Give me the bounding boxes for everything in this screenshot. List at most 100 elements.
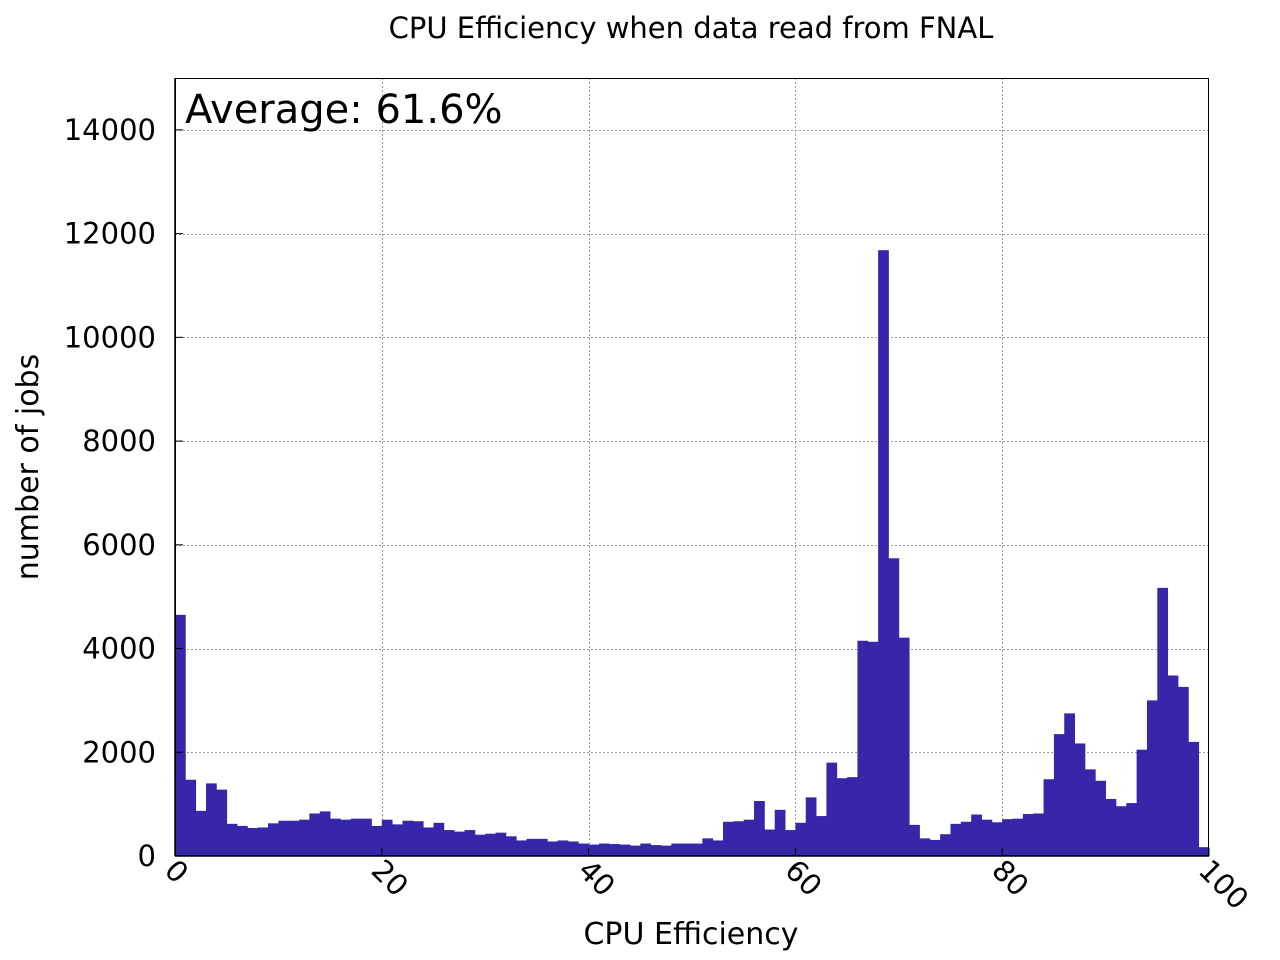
- histogram-bar: [536, 838, 548, 856]
- histogram-bar: [1167, 675, 1179, 856]
- y-tick-label: 12000: [64, 217, 156, 251]
- histogram-bar: [991, 822, 1003, 856]
- histogram-bar: [816, 816, 827, 856]
- histogram-bar: [330, 818, 341, 856]
- histogram-bar: [960, 821, 972, 856]
- histogram-bar: [743, 819, 755, 856]
- histogram-bar: [175, 614, 186, 856]
- histogram-bar: [1084, 769, 1096, 856]
- histogram-bar: [774, 809, 786, 856]
- histogram-bar: [1033, 813, 1044, 856]
- histogram-bar: [433, 822, 445, 856]
- histogram-bar: [836, 778, 848, 856]
- histogram-bar: [1157, 587, 1169, 856]
- histogram-bar: [526, 838, 538, 856]
- x-tick-labels: 0 20 40 60 80 100: [158, 848, 1255, 916]
- histogram-bar: [733, 821, 745, 856]
- histogram-bar: [795, 822, 807, 856]
- histogram-bar: [609, 844, 621, 856]
- histogram-bar: [847, 777, 858, 856]
- histogram-bar: [1095, 780, 1106, 856]
- histogram-bar: [299, 819, 310, 856]
- x-tick-label: 20: [365, 853, 415, 903]
- histogram-bar: [195, 810, 207, 856]
- y-tick-label: 6000: [82, 528, 156, 562]
- histogram-bar: [361, 818, 372, 856]
- histogram-bar: [402, 820, 414, 856]
- histogram-bar: [485, 833, 496, 856]
- histogram-bar: [878, 250, 889, 856]
- histogram-bar: [474, 834, 486, 856]
- histogram-bar: [288, 820, 300, 856]
- histogram-bar: [423, 827, 434, 856]
- histogram-bar: [660, 845, 672, 856]
- histogram-bar: [640, 843, 652, 856]
- y-tick-label: 4000: [82, 632, 156, 666]
- y-tick-labels: 0 2000 4000 6000 8000 10000 12000 14000: [64, 113, 183, 873]
- histogram-bars: [175, 250, 1210, 856]
- y-tick-label: 0: [138, 839, 156, 873]
- histogram-bar: [1053, 734, 1065, 856]
- x-axis-label: CPU Efficiency: [583, 917, 798, 952]
- histogram-bar: [1022, 813, 1034, 856]
- histogram-bar: [547, 841, 558, 856]
- histogram-bar: [1126, 803, 1138, 856]
- histogram-bar: [909, 824, 920, 856]
- histogram-bar: [857, 640, 869, 856]
- histogram-bar: [1105, 798, 1117, 856]
- histogram-bar: [381, 819, 393, 856]
- histogram-bar: [371, 825, 383, 856]
- histogram-bar: [454, 831, 465, 856]
- histogram-bar: [412, 821, 424, 856]
- histogram-bar: [919, 838, 931, 856]
- histogram-bar: [278, 820, 290, 856]
- histogram-bar: [681, 843, 693, 856]
- histogram-bar: [598, 843, 610, 856]
- histogram-bar: [1136, 749, 1148, 856]
- histogram-bar: [588, 844, 600, 856]
- histogram-bar: [567, 841, 579, 856]
- histogram-bar: [350, 818, 362, 856]
- histogram-bar: [764, 829, 776, 856]
- histogram-bar: [392, 824, 403, 856]
- histogram-bar: [888, 558, 900, 856]
- histogram-bar: [940, 834, 951, 856]
- histogram-bar: [268, 823, 279, 856]
- histogram-bar: [516, 840, 527, 856]
- histogram-bar: [650, 845, 662, 856]
- histogram-bar: [671, 843, 683, 856]
- histogram-bar: [464, 830, 476, 856]
- chart-title: CPU Efficiency when data read from FNAL: [389, 11, 994, 45]
- histogram-bar: [237, 825, 248, 856]
- plot-area-frame: [175, 78, 1209, 856]
- histogram-bar: [319, 811, 331, 856]
- y-tick-label: 14000: [64, 113, 156, 147]
- histogram-bar: [826, 762, 838, 856]
- histogram-bar: [785, 830, 796, 856]
- histogram-bar: [950, 823, 962, 856]
- histogram-bar: [247, 827, 259, 856]
- histogram-bar: [1146, 700, 1158, 856]
- histogram-bar: [216, 789, 228, 856]
- histogram-bar: [1012, 818, 1024, 856]
- histogram-bar: [1074, 743, 1086, 856]
- histogram-bar: [1198, 847, 1210, 856]
- histogram-bar: [1188, 741, 1200, 856]
- histogram-bar: [309, 813, 321, 856]
- histogram-bar: [443, 830, 455, 856]
- average-annotation: Average: 61.6%: [185, 87, 503, 133]
- histogram-bar: [1064, 713, 1075, 856]
- x-tick-label: 100: [1192, 853, 1255, 916]
- histogram-bar: [754, 801, 765, 856]
- histogram-bar: [898, 637, 910, 856]
- histogram-bar: [185, 779, 197, 856]
- y-tick-label: 10000: [64, 320, 156, 354]
- x-tick-label: 80: [985, 853, 1035, 903]
- histogram-bar: [557, 840, 569, 856]
- histogram-bar: [805, 797, 817, 856]
- histogram-bar: [257, 827, 269, 856]
- histogram-bar: [867, 641, 879, 856]
- histogram-bar: [1002, 819, 1013, 856]
- histogram-bar: [929, 839, 941, 856]
